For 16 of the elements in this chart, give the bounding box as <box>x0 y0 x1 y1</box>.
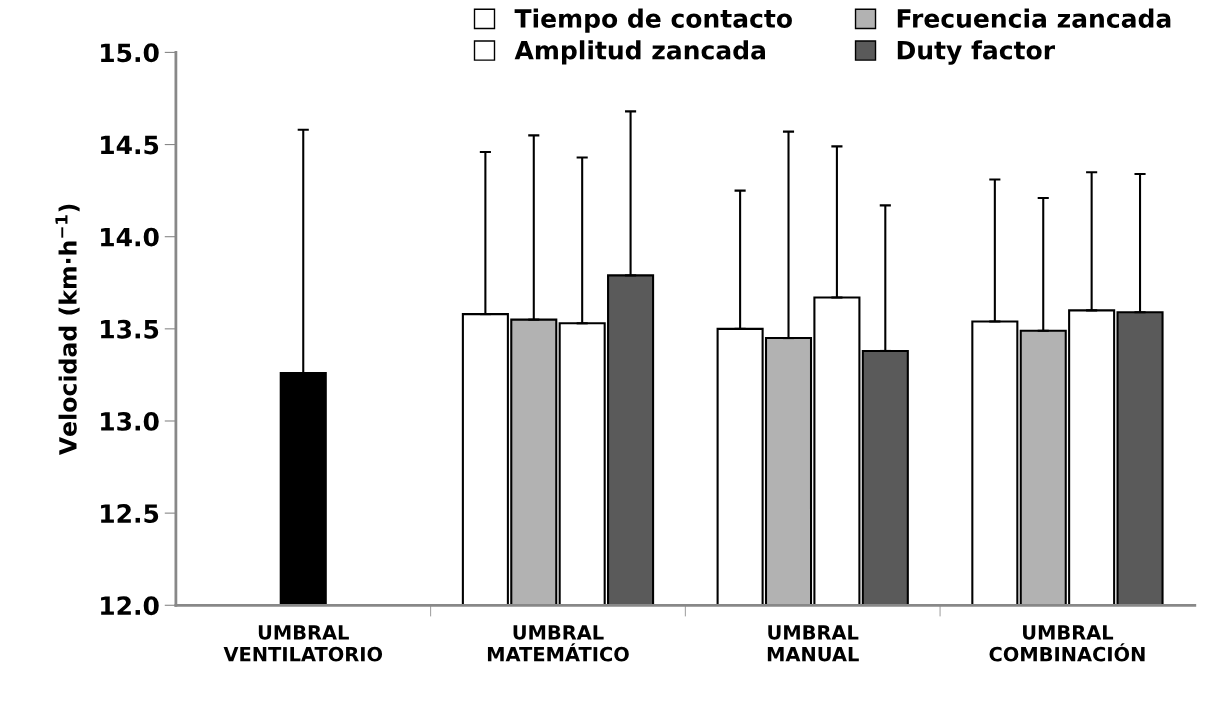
legend-label: Amplitud zancada <box>514 40 765 65</box>
x-tick-label: UMBRAL MATEMÁTICO <box>487 625 629 662</box>
legend-label: Frecuencia zancada <box>897 8 1171 28</box>
y-tick-label: 14.5 <box>101 135 159 155</box>
y-tick-label: 14.0 <box>101 227 159 247</box>
x-tick-label: UMBRAL MANUAL <box>767 625 859 662</box>
y-tick-label: 12.0 <box>101 596 159 616</box>
y-axis-title: Velocidad (km·h$^{−1}$) <box>55 204 80 456</box>
x-tick-label: UMBRAL COMBINACIÓN <box>989 625 1145 662</box>
x-tick-label: UMBRAL VENTILATORIO <box>223 625 383 662</box>
legend-label: Tiempo de contacto <box>514 8 792 33</box>
y-tick-label: 15.0 <box>101 43 159 63</box>
legend-label: Duty factor <box>897 40 1055 65</box>
y-tick-label: 12.5 <box>101 504 159 523</box>
y-tick-label: 13.5 <box>101 319 159 339</box>
y-tick-label: 13.0 <box>101 411 159 431</box>
